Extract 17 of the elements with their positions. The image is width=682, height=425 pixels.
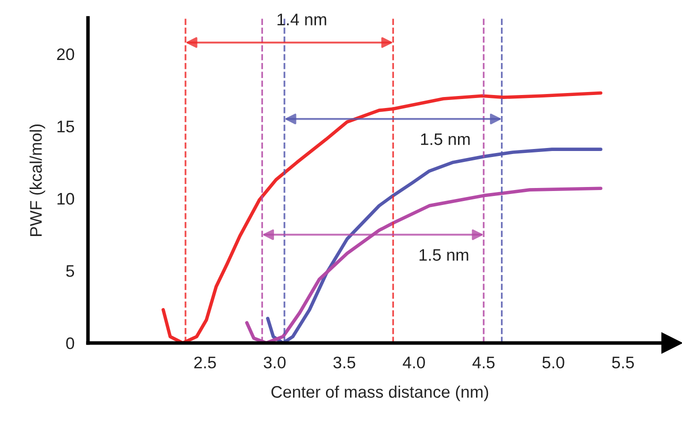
x-tick-label: 5.5 [612, 356, 634, 368]
annotation: 1.5 nm [421, 133, 470, 146]
x-tick-label: 2.5 [194, 356, 216, 368]
y-tick-label: 5 [66, 265, 74, 277]
x-tick-label: 5.0 [542, 356, 564, 368]
y-tick-label: 10 [58, 192, 74, 205]
y-tick-label: 15 [58, 120, 74, 132]
x-tick-label: 4.0 [402, 356, 425, 368]
y-tick-label: 20 [57, 48, 74, 60]
x-axis-title: Center of mass distance (nm) [271, 386, 488, 402]
x-tick-label: 3.0 [264, 356, 286, 368]
y-axis-title: PWF (kcal/mol) [30, 124, 46, 236]
annotation: 1.5 nm [420, 249, 468, 261]
x-tick-label: 3.5 [333, 356, 356, 368]
annotation: 1.4 nm [278, 14, 326, 26]
x-tick-label: 4.5 [472, 356, 495, 368]
y-tick-label: 0 [66, 337, 74, 350]
